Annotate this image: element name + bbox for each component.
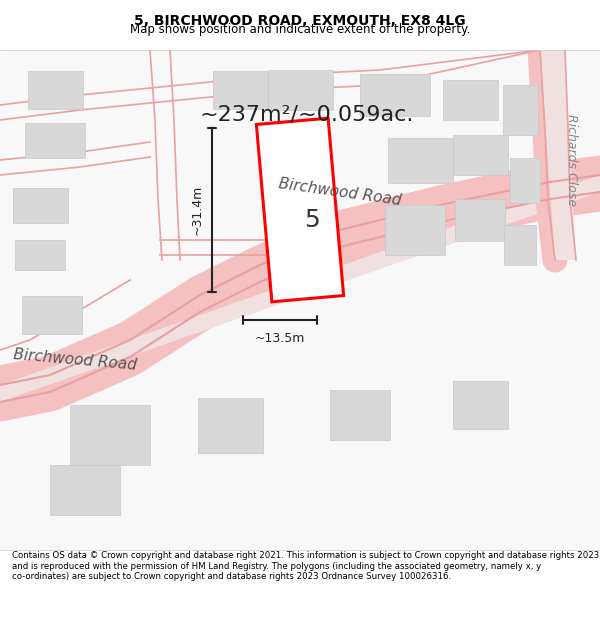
Bar: [443, 80, 497, 120]
Bar: [212, 71, 268, 109]
Bar: [70, 405, 150, 465]
Text: Richards Close: Richards Close: [566, 114, 578, 206]
Bar: [28, 71, 83, 109]
Bar: [15, 240, 65, 270]
Polygon shape: [540, 50, 576, 260]
Text: ~237m²/~0.059ac.: ~237m²/~0.059ac.: [200, 105, 415, 125]
Polygon shape: [0, 175, 600, 402]
Bar: [22, 296, 82, 334]
Bar: [503, 85, 538, 135]
Bar: [388, 138, 452, 182]
Bar: [25, 122, 85, 158]
Text: ~13.5m: ~13.5m: [255, 332, 305, 345]
Bar: [385, 205, 445, 255]
Bar: [504, 225, 536, 265]
Bar: [510, 158, 540, 202]
Bar: [268, 70, 332, 110]
Bar: [197, 398, 263, 452]
Bar: [455, 199, 505, 241]
Bar: [330, 390, 390, 440]
Bar: [452, 135, 508, 175]
Text: Birchwood Road: Birchwood Road: [13, 347, 137, 373]
Bar: [13, 188, 67, 222]
Bar: [452, 381, 508, 429]
Text: ~31.4m: ~31.4m: [191, 185, 204, 235]
Text: Birchwood Road: Birchwood Road: [278, 176, 403, 208]
Text: 5: 5: [304, 208, 320, 232]
Text: Map shows position and indicative extent of the property.: Map shows position and indicative extent…: [130, 23, 470, 36]
Bar: [256, 118, 344, 302]
Text: Contains OS data © Crown copyright and database right 2021. This information is : Contains OS data © Crown copyright and d…: [12, 551, 599, 581]
Bar: [360, 74, 430, 116]
Bar: [50, 465, 120, 515]
Text: 5, BIRCHWOOD ROAD, EXMOUTH, EX8 4LG: 5, BIRCHWOOD ROAD, EXMOUTH, EX8 4LG: [134, 14, 466, 28]
